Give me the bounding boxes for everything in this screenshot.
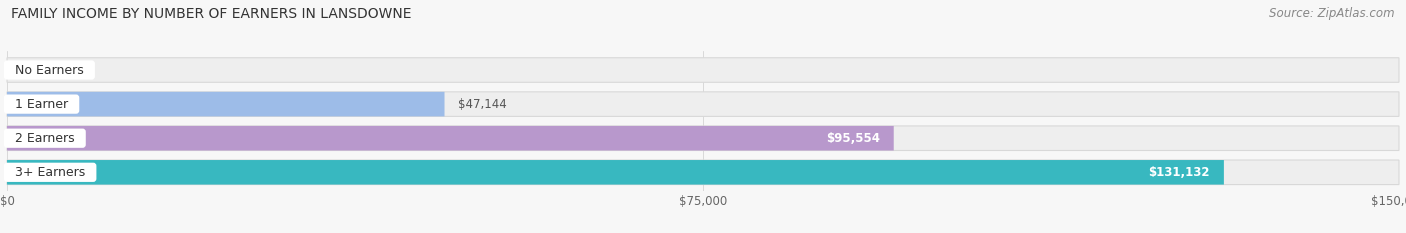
Text: $95,554: $95,554 (825, 132, 880, 145)
FancyBboxPatch shape (7, 58, 1399, 82)
Text: No Earners: No Earners (7, 64, 91, 76)
FancyBboxPatch shape (7, 92, 1399, 116)
FancyBboxPatch shape (7, 126, 894, 151)
Text: $131,132: $131,132 (1149, 166, 1211, 179)
Text: $47,144: $47,144 (458, 98, 508, 111)
FancyBboxPatch shape (7, 92, 444, 116)
Text: Source: ZipAtlas.com: Source: ZipAtlas.com (1270, 7, 1395, 20)
Text: $0: $0 (21, 64, 35, 76)
FancyBboxPatch shape (7, 126, 1399, 151)
Text: 1 Earner: 1 Earner (7, 98, 76, 111)
FancyBboxPatch shape (7, 160, 1223, 185)
Text: 3+ Earners: 3+ Earners (7, 166, 93, 179)
Text: FAMILY INCOME BY NUMBER OF EARNERS IN LANSDOWNE: FAMILY INCOME BY NUMBER OF EARNERS IN LA… (11, 7, 412, 21)
Text: 2 Earners: 2 Earners (7, 132, 83, 145)
FancyBboxPatch shape (7, 160, 1399, 185)
